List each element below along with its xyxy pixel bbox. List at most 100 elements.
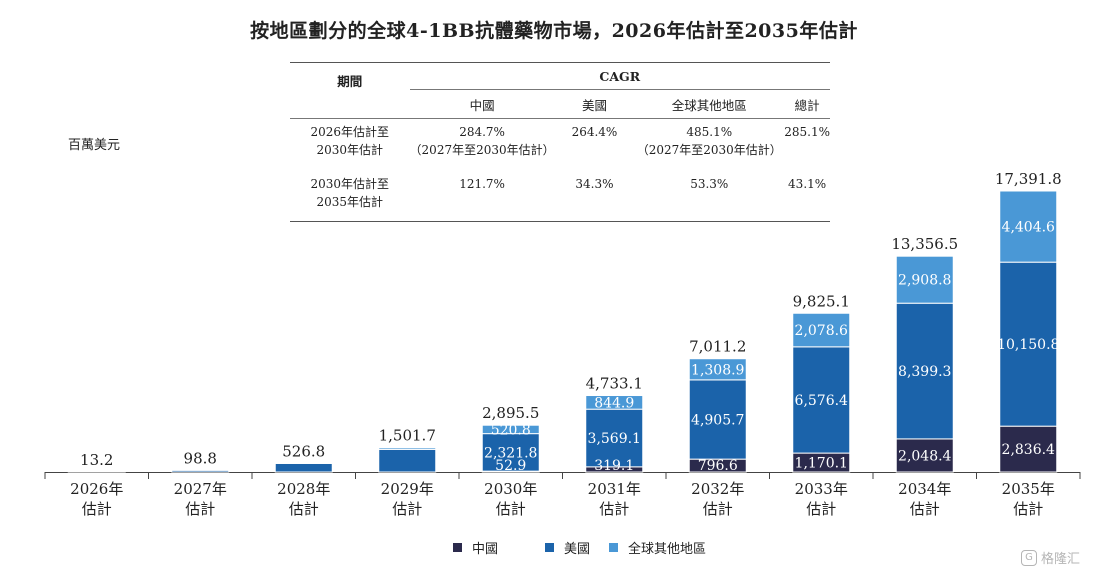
segment-label: 4,905.7 (691, 412, 744, 428)
total-label: 1,501.7 (379, 427, 436, 445)
bar-segment-rest-of-world (895, 255, 954, 304)
cagr-table: 期間 CAGR 中國 美國 全球其他地區 總計 2026年估計至 2030年估計 … (290, 62, 830, 222)
col-header-us: 美國 (554, 89, 635, 119)
period-cell: 2030年估計 (316, 143, 384, 157)
total-label: 4,733.1 (586, 375, 643, 393)
bar-segment-us (274, 462, 333, 473)
period-header: 期間 (337, 74, 363, 89)
segment-label: 2,078.6 (795, 323, 849, 339)
x-tick-label: 2026年 (70, 480, 123, 498)
segment-label: 844.9 (594, 395, 634, 411)
x-tick-label: 估計 (910, 500, 940, 518)
x-tick-label: 2031年 (588, 480, 641, 498)
legend-item-china: 中國 (453, 538, 498, 557)
bar-segment-rest-of-world (999, 190, 1058, 263)
legend-swatch-us (545, 543, 554, 552)
x-tick-label: 估計 (82, 500, 112, 518)
x-tick-label: 估計 (185, 500, 215, 518)
x-tick-label: 2027年 (174, 480, 227, 498)
china-cagr-note: （2027年至2030年估計） (409, 143, 555, 157)
legend-swatch-china (453, 543, 462, 552)
total-label: 7,011.2 (689, 338, 746, 356)
x-tick-label: 2032年 (691, 480, 744, 498)
period-cell: 2035年估計 (316, 195, 384, 209)
segment-label: 3,569.1 (588, 431, 641, 447)
legend-swatch-rest-of-world (609, 543, 618, 552)
us-cagr: 264.4% (571, 125, 618, 139)
segment-label: 319.1 (594, 458, 634, 474)
total-label: 526.8 (282, 442, 325, 460)
col-header-china: 中國 (409, 89, 555, 119)
legend-item-us: 美國 (545, 538, 590, 557)
bar-segment-us (378, 448, 437, 473)
col-header-rest-of-world: 全球其他地區 (634, 89, 785, 119)
segment-label: 2,048.4 (898, 448, 952, 464)
us-cagr: 34.3% (575, 177, 614, 191)
segment-label: 796.6 (698, 458, 738, 474)
row-cagr: 485.1% (686, 125, 733, 139)
x-tick-label: 2030年 (484, 480, 537, 498)
total-label: 2,895.5 (482, 404, 539, 422)
cagr-header: CAGR (599, 68, 641, 84)
total-label: 13.2 (80, 451, 113, 469)
x-tick-label: 估計 (392, 500, 422, 518)
table-row: 2030年估計至 2035年估計 121.7% 34.3% 53.3% 43.1% (290, 171, 830, 222)
x-tick-label: 估計 (496, 500, 526, 518)
bar-segment-rest-of-world (585, 395, 644, 410)
watermark: G 格隆汇 (1020, 548, 1080, 567)
row-cagr: 53.3% (690, 177, 729, 191)
china-cagr: 121.7% (459, 177, 505, 191)
bar-segment-us (481, 433, 540, 472)
segment-label: 8,399.3 (898, 364, 951, 380)
segment-label: 6,576.4 (795, 393, 849, 409)
legend-item-rest-of-world: 全球其他地區 (609, 538, 706, 557)
x-tick-label: 估計 (289, 500, 319, 518)
x-tick-label: 估計 (1013, 500, 1043, 518)
period-cell: 2026年估計至 (310, 125, 390, 139)
bar-segment-us (585, 408, 644, 468)
bar-segment-china (999, 425, 1058, 473)
segment-label: 1,170.1 (795, 456, 848, 472)
x-tick-label: 2029年 (381, 480, 434, 498)
x-tick-label: 2034年 (898, 480, 951, 498)
china-cagr: 284.7% (459, 125, 505, 139)
segment-label: 4,404.6 (1002, 220, 1056, 236)
segment-label: 520.8 (491, 422, 531, 438)
period-cell: 2030年估計至 (310, 177, 390, 191)
chart-title: 按地區劃分的全球4-1BB抗體藥物市場，2026年估計至2035年估計 (250, 20, 858, 42)
total-label: 17,391.8 (995, 170, 1062, 188)
segment-label: 10,150.8 (997, 337, 1059, 353)
bar-segment-rest-of-world (378, 447, 437, 450)
segment-label: 52.9 (495, 458, 526, 474)
unit-label: 百萬美元 (68, 138, 121, 153)
x-tick-label: 2035年 (1002, 480, 1055, 498)
row-cagr-note: （2027年至2030年估計） (636, 143, 782, 157)
bar-segment-us (171, 469, 230, 473)
table-row: 2026年估計至 2030年估計 284.7% （2027年至2030年估計） 26… (290, 118, 830, 171)
segment-label: 1,308.9 (691, 362, 744, 378)
watermark-text: 格隆汇 (1040, 552, 1080, 567)
segment-label: 2,836.4 (1002, 442, 1056, 458)
x-tick-label: 估計 (599, 500, 629, 518)
x-tick-label: 估計 (703, 500, 733, 518)
watermark-logo-icon: G (1020, 549, 1037, 566)
legend-label-rest-of-world: 全球其他地區 (628, 542, 707, 557)
x-tick-label: 2028年 (277, 480, 330, 498)
bar-segment-rest-of-world (481, 424, 540, 435)
total-label: 98.8 (184, 449, 217, 467)
bar-segment-rest-of-world (792, 312, 851, 348)
total-label: 9,825.1 (793, 292, 850, 310)
bar-segment-us (895, 302, 954, 440)
total-label: 13,356.5 (891, 235, 958, 253)
total-cagr: 285.1% (784, 125, 830, 139)
total-cagr: 43.1% (788, 177, 827, 191)
legend-label-china: 中國 (472, 542, 499, 557)
bar-segment-rest-of-world (688, 358, 747, 381)
col-header-total: 總計 (784, 89, 830, 119)
segment-label: 2,908.8 (898, 273, 951, 289)
x-tick-label: 2033年 (795, 480, 848, 498)
segment-label: 2,321.8 (484, 445, 537, 461)
bar-segment-us (792, 346, 851, 454)
legend-label-us: 美國 (564, 542, 591, 557)
